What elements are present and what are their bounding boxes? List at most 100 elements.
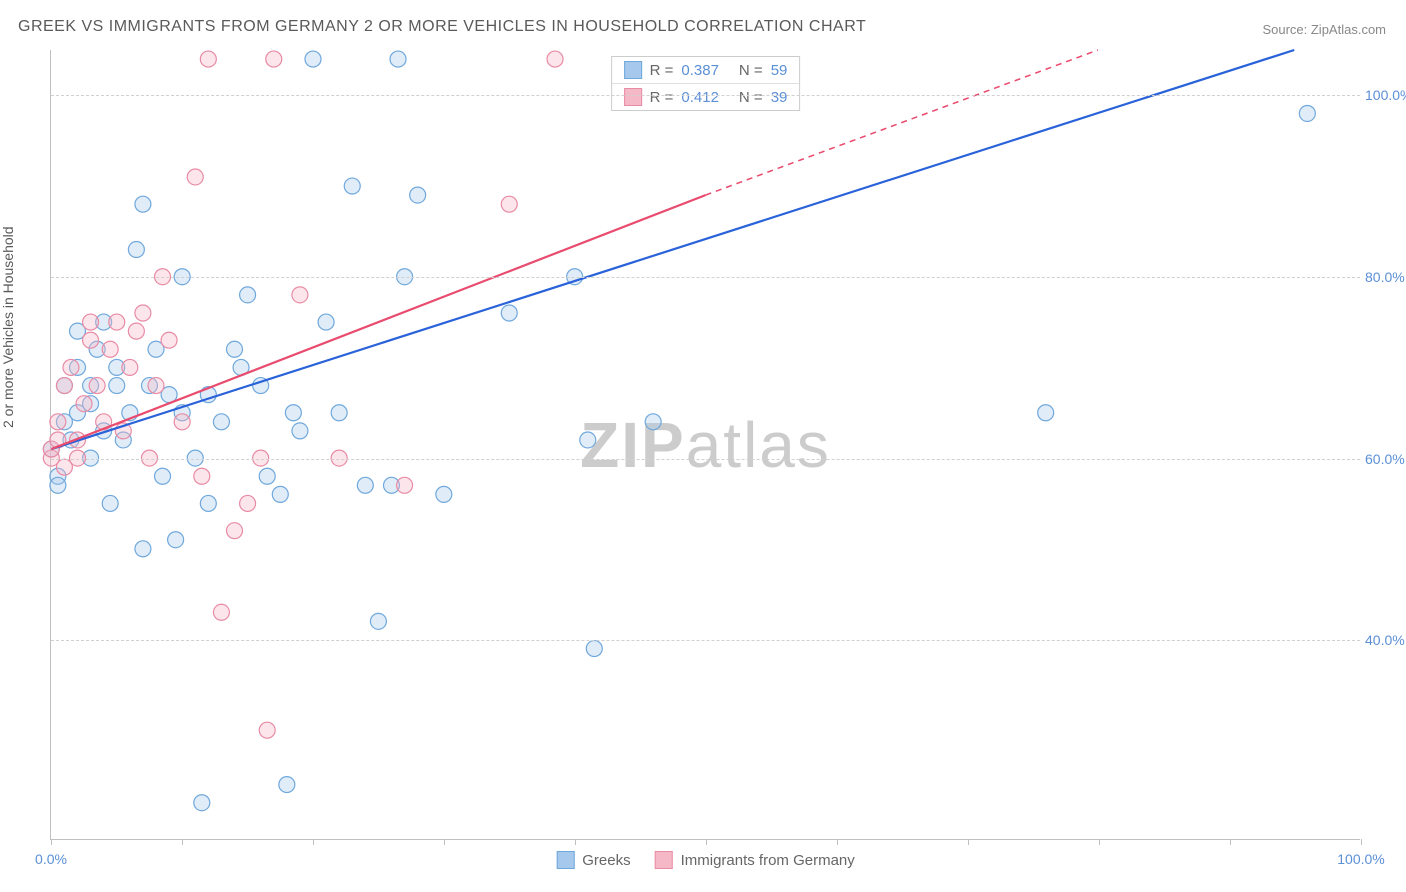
legend-n-label: N =	[739, 62, 763, 79]
data-point	[187, 169, 203, 185]
trend-line	[51, 195, 705, 449]
legend-n-label: N =	[739, 89, 763, 106]
x-tick	[51, 839, 52, 845]
data-point	[331, 405, 347, 421]
data-point	[50, 414, 66, 430]
data-point	[194, 795, 210, 811]
data-point	[259, 722, 275, 738]
data-point	[344, 178, 360, 194]
data-point	[240, 495, 256, 511]
data-point	[76, 396, 92, 412]
data-point	[50, 477, 66, 493]
data-point	[501, 305, 517, 321]
data-point	[174, 414, 190, 430]
gridline	[51, 95, 1360, 96]
data-point	[128, 323, 144, 339]
data-point	[227, 341, 243, 357]
data-point	[370, 613, 386, 629]
data-point	[292, 287, 308, 303]
data-point	[194, 468, 210, 484]
data-point	[285, 405, 301, 421]
legend-row: R = 0.387 N = 59	[612, 57, 800, 83]
data-point	[397, 477, 413, 493]
x-tick	[837, 839, 838, 845]
legend-swatch	[624, 88, 642, 106]
x-tick	[1230, 839, 1231, 845]
data-point	[135, 305, 151, 321]
data-point	[240, 287, 256, 303]
data-point	[83, 332, 99, 348]
x-tick	[968, 839, 969, 845]
data-point	[305, 51, 321, 67]
data-point	[63, 359, 79, 375]
data-point	[227, 523, 243, 539]
data-point	[586, 641, 602, 657]
series-legend-item: Greeks	[556, 851, 630, 869]
data-point	[161, 332, 177, 348]
data-point	[168, 532, 184, 548]
legend-row: R = 0.412 N = 39	[612, 83, 800, 110]
series-legend-item: Immigrants from Germany	[655, 851, 855, 869]
data-point	[155, 468, 171, 484]
plot-area: ZIPatlas R = 0.387N = 59R = 0.412N = 39 …	[50, 50, 1360, 840]
chart-title: GREEK VS IMMIGRANTS FROM GERMANY 2 OR MO…	[18, 18, 866, 36]
y-tick-label: 80.0%	[1365, 269, 1406, 285]
legend-r-value: 0.387	[681, 62, 719, 79]
data-point	[102, 341, 118, 357]
data-point	[135, 541, 151, 557]
x-tick	[182, 839, 183, 845]
y-tick-label: 40.0%	[1365, 632, 1406, 648]
series-name: Greeks	[582, 852, 630, 869]
legend-swatch	[624, 61, 642, 79]
legend-r-label: R =	[650, 62, 674, 79]
data-point	[213, 414, 229, 430]
series-name: Immigrants from Germany	[681, 852, 855, 869]
x-tick	[1099, 839, 1100, 845]
gridline	[51, 277, 1360, 278]
data-point	[109, 314, 125, 330]
source-attribution: Source: ZipAtlas.com	[1262, 22, 1386, 37]
data-point	[200, 51, 216, 67]
legend-r-label: R =	[650, 89, 674, 106]
gridline	[51, 640, 1360, 641]
legend-swatch	[556, 851, 574, 869]
data-point	[213, 604, 229, 620]
data-point	[645, 414, 661, 430]
stats-legend: R = 0.387 N = 59 R = 0.412 N = 39	[611, 56, 801, 111]
y-tick-label: 60.0%	[1365, 451, 1406, 467]
data-point	[410, 187, 426, 203]
scatter-svg	[51, 50, 1360, 839]
data-point	[547, 51, 563, 67]
x-tick-label: 100.0%	[1337, 851, 1384, 867]
series-legend: Greeks Immigrants from Germany	[556, 851, 855, 869]
data-point	[56, 378, 72, 394]
data-point	[318, 314, 334, 330]
data-point	[83, 314, 99, 330]
x-tick	[313, 839, 314, 845]
data-point	[1038, 405, 1054, 421]
data-point	[148, 378, 164, 394]
x-tick	[706, 839, 707, 845]
data-point	[357, 477, 373, 493]
data-point	[501, 196, 517, 212]
data-point	[259, 468, 275, 484]
x-tick-label: 0.0%	[35, 851, 67, 867]
data-point	[390, 51, 406, 67]
data-point	[580, 432, 596, 448]
data-point	[102, 495, 118, 511]
legend-swatch	[655, 851, 673, 869]
data-point	[122, 359, 138, 375]
x-tick	[1361, 839, 1362, 845]
data-point	[266, 51, 282, 67]
data-point	[292, 423, 308, 439]
data-point	[272, 486, 288, 502]
legend-n-value: 39	[771, 89, 788, 106]
data-point	[1299, 105, 1315, 121]
x-tick	[444, 839, 445, 845]
legend-r-value: 0.412	[681, 89, 719, 106]
gridline	[51, 459, 1360, 460]
data-point	[436, 486, 452, 502]
legend-n-value: 59	[771, 62, 788, 79]
y-tick-label: 100.0%	[1365, 87, 1406, 103]
y-axis-label: 2 or more Vehicles in Household	[0, 226, 16, 428]
